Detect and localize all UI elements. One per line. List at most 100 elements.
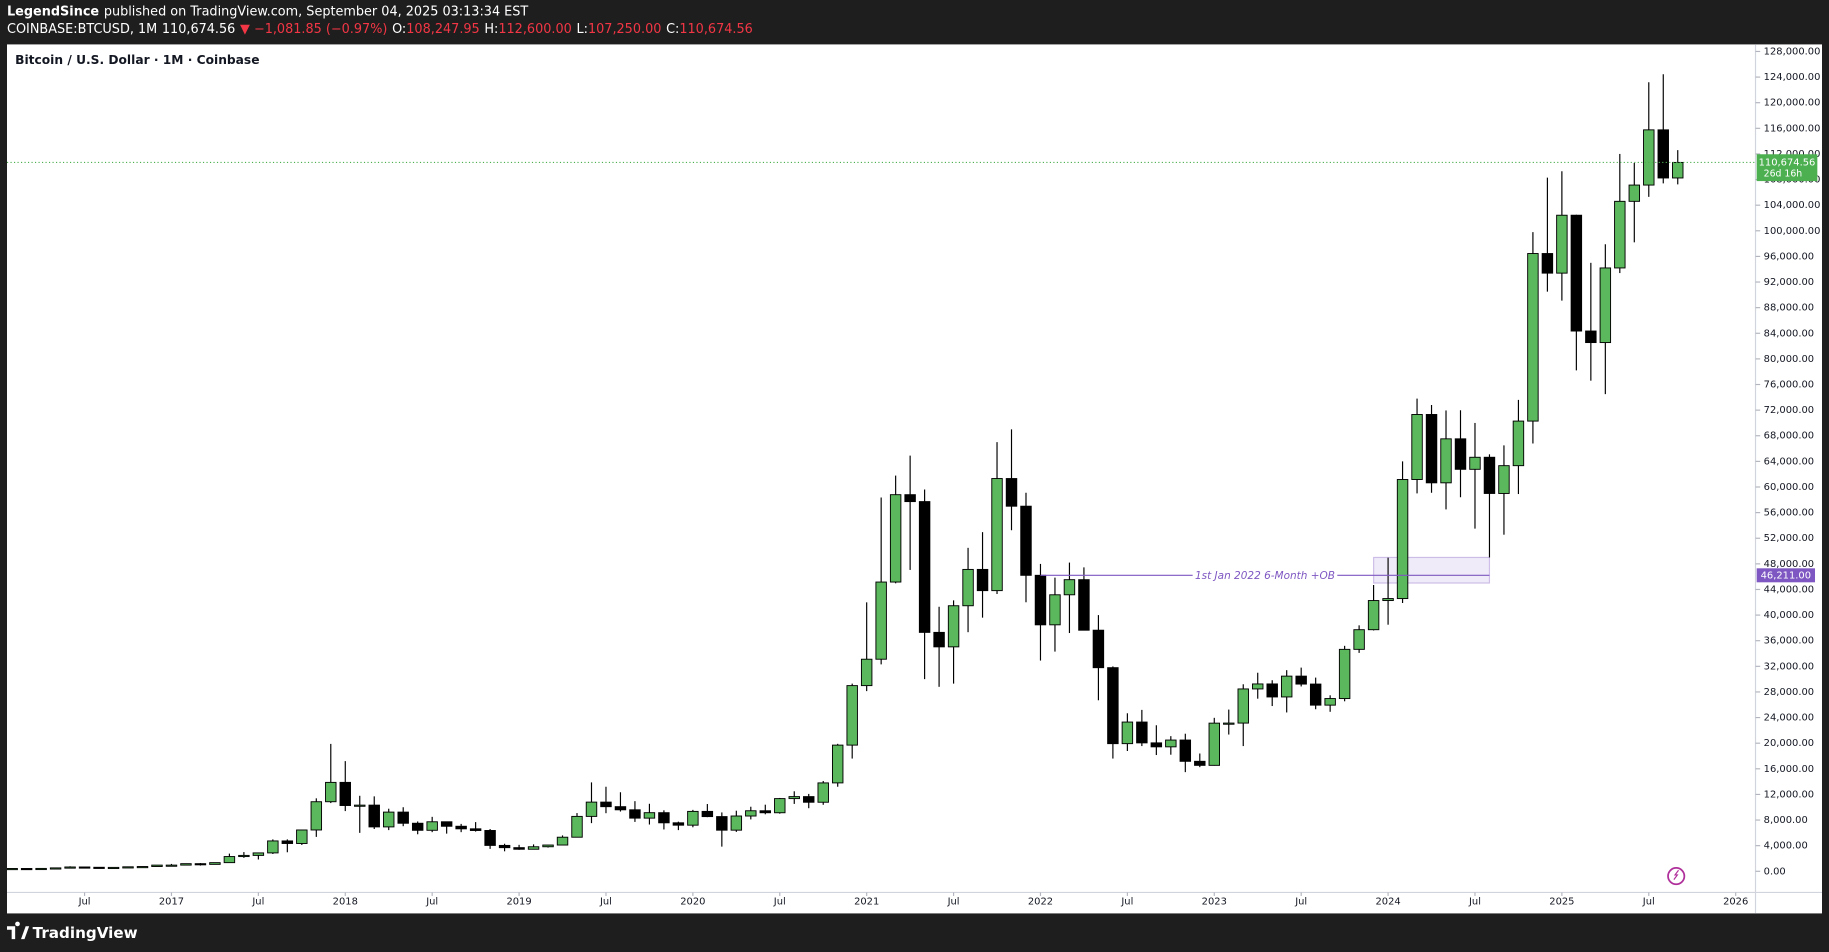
- candle-body: [267, 840, 279, 854]
- candle-body: [209, 862, 221, 865]
- brand: TradingView: [33, 924, 138, 942]
- candle-body: [1252, 683, 1264, 690]
- candle-body: [252, 852, 265, 856]
- candle-body: [1512, 420, 1525, 467]
- candle-body: [774, 798, 786, 814]
- candle-body: [918, 501, 931, 633]
- candle-body: [542, 844, 554, 848]
- tv-icon: [1667, 867, 1686, 886]
- y-tick-label: 16,000.00: [1764, 764, 1814, 775]
- x-tick-label: Jul: [599, 897, 612, 908]
- ob-price-box: [1756, 568, 1816, 583]
- icon-ring: [1667, 867, 1686, 886]
- y-tick-label: 128,000.00: [1764, 46, 1821, 57]
- candle-body: [1150, 742, 1163, 748]
- candle-body: [122, 866, 134, 869]
- candle-body: [498, 844, 511, 849]
- x-tick-label: 2017: [159, 897, 184, 908]
- candle-body: [701, 810, 714, 818]
- candle-body: [368, 804, 380, 828]
- candle-body: [383, 811, 395, 828]
- candle-body: [78, 866, 91, 869]
- candle-body: [1223, 722, 1235, 725]
- x-tick-label: Jul: [947, 897, 960, 908]
- candle-body: [1165, 739, 1177, 748]
- publisher: LegendSince: [7, 4, 99, 19]
- ob-label: 1st Jan 2022 6-Month +OB: [1195, 570, 1335, 582]
- candle-body: [310, 801, 323, 831]
- candle-body: [354, 804, 366, 807]
- candle-body: [107, 866, 120, 870]
- candle-body: [643, 812, 656, 819]
- candle-body: [846, 685, 858, 746]
- candle-body: [759, 810, 772, 814]
- candle-body: [904, 494, 916, 503]
- y-tick-label: 36,000.00: [1764, 636, 1814, 647]
- candle-body: [1208, 722, 1220, 766]
- y-tick-label: 12,000.00: [1764, 789, 1814, 800]
- publish-line: LegendSince published on TradingView.com,…: [7, 4, 528, 19]
- candle-body: [788, 796, 800, 800]
- candle-body: [440, 821, 453, 827]
- candle-body: [1107, 667, 1119, 745]
- ohlc-key: H:: [484, 22, 498, 37]
- y-tick-label: 104,000.00: [1764, 200, 1821, 211]
- y-tick-label: 124,000.00: [1764, 72, 1821, 83]
- candle-body: [803, 796, 815, 803]
- x-tick-label: 2022: [1028, 897, 1053, 908]
- candle-body: [64, 866, 76, 869]
- candle-body: [1367, 600, 1380, 631]
- x-tick-label: Jul: [1642, 897, 1655, 908]
- y-tick-label: 76,000.00: [1764, 380, 1814, 391]
- candle-body: [151, 864, 163, 867]
- symbol: COINBASE:BTCUSD, 1M: [7, 22, 157, 37]
- candle-body: [1179, 739, 1192, 762]
- candle-body: [1541, 253, 1554, 274]
- candle-body: [933, 631, 945, 648]
- candle-body: [1469, 456, 1481, 470]
- x-tick-label: Jul: [773, 897, 786, 908]
- y-tick-label: 68,000.00: [1764, 431, 1814, 442]
- y-tick-label: 56,000.00: [1764, 508, 1814, 519]
- chart-area: [6, 44, 1823, 914]
- icon-bolt: [1673, 869, 1679, 880]
- x-tick-label: Jul: [1120, 897, 1133, 908]
- candle-body: [556, 836, 569, 846]
- candle-body: [1454, 438, 1467, 470]
- candle-body: [1295, 675, 1307, 685]
- candle-body: [1411, 414, 1423, 480]
- candle-body: [20, 868, 33, 871]
- candle-body: [411, 822, 424, 831]
- y-tick-label: 120,000.00: [1764, 98, 1821, 109]
- x-tick-label: Jul: [1468, 897, 1481, 908]
- candle-body: [1121, 721, 1134, 745]
- candle-body: [1628, 184, 1641, 202]
- candle-body: [1194, 760, 1206, 766]
- candle-body: [672, 822, 685, 826]
- candle-body: [1498, 465, 1510, 494]
- y-tick-label: 84,000.00: [1764, 328, 1814, 339]
- y-tick-label: 32,000.00: [1764, 661, 1814, 672]
- candle-body: [1657, 129, 1669, 179]
- candle-body: [860, 658, 873, 687]
- candle-body: [527, 846, 540, 850]
- candle-body: [180, 863, 192, 866]
- candle-body: [875, 581, 887, 660]
- y-tick-label: 24,000.00: [1764, 713, 1814, 724]
- candle-body: [889, 494, 902, 583]
- x-tick-label: Jul: [425, 897, 438, 908]
- candle-body: [817, 782, 829, 803]
- y-tick-label: 4,000.00: [1764, 841, 1808, 852]
- ohlc-value: 112,600.00: [498, 22, 571, 37]
- logo-icon: [6, 921, 30, 940]
- y-tick-label: 100,000.00: [1764, 226, 1821, 237]
- candle-body: [1136, 721, 1148, 744]
- candle-body: [1425, 414, 1438, 484]
- x-tick-label: 2018: [333, 897, 358, 908]
- candle-body: [35, 867, 47, 871]
- candle-body: [339, 781, 351, 806]
- candle-body: [136, 866, 149, 869]
- candle-body: [730, 815, 743, 831]
